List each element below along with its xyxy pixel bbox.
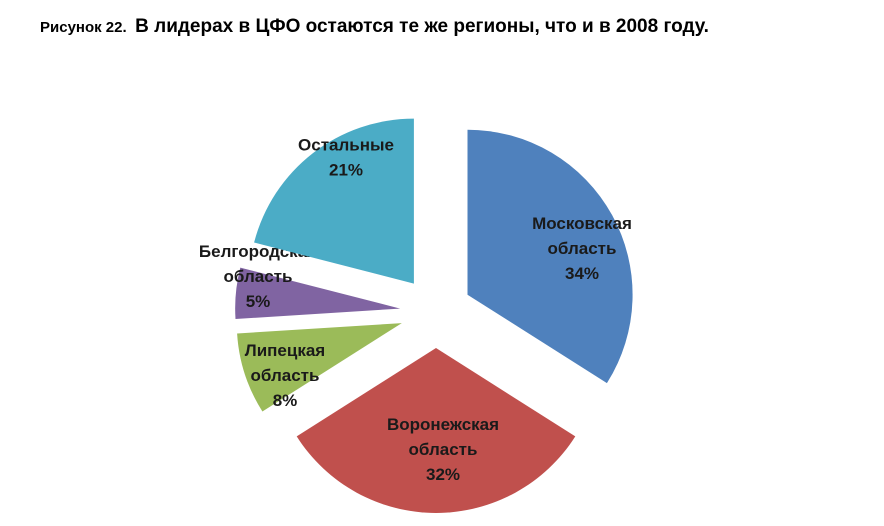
slice-percent: 5% (246, 292, 271, 311)
pie-slice (296, 348, 576, 513)
slice-percent: 8% (273, 391, 298, 410)
figure-caption: Рисунок 22. В лидерах в ЦФО остаются те … (40, 16, 709, 38)
pie-slice (467, 129, 633, 384)
slice-percent: 21% (329, 161, 363, 180)
slice-label: Остальные 21% (298, 136, 394, 180)
figure-number: Рисунок 22. (40, 19, 127, 36)
slice-name: область (409, 440, 478, 459)
pie-slice (235, 267, 401, 319)
pie-slice (254, 118, 414, 284)
figure-title: В лидерах в ЦФО остаются те же регионы, … (135, 16, 709, 37)
slice-name: Воронежская (387, 415, 499, 434)
slice-name: Остальные (298, 136, 394, 155)
slice-name: Московская (532, 214, 632, 233)
slice-name: область (251, 366, 320, 385)
slice-label: Липецкая область 8% (245, 341, 325, 410)
slice-name: Липецкая (245, 341, 325, 360)
slice-percent: 34% (565, 264, 599, 283)
slice-name: область (548, 239, 617, 258)
slice-name: область (224, 267, 293, 286)
slice-percent: 32% (426, 465, 460, 484)
slice-label: Московская область 34% (532, 214, 632, 283)
slice-label: Воронежская область 32% (387, 415, 499, 484)
pie-slice (237, 323, 402, 412)
